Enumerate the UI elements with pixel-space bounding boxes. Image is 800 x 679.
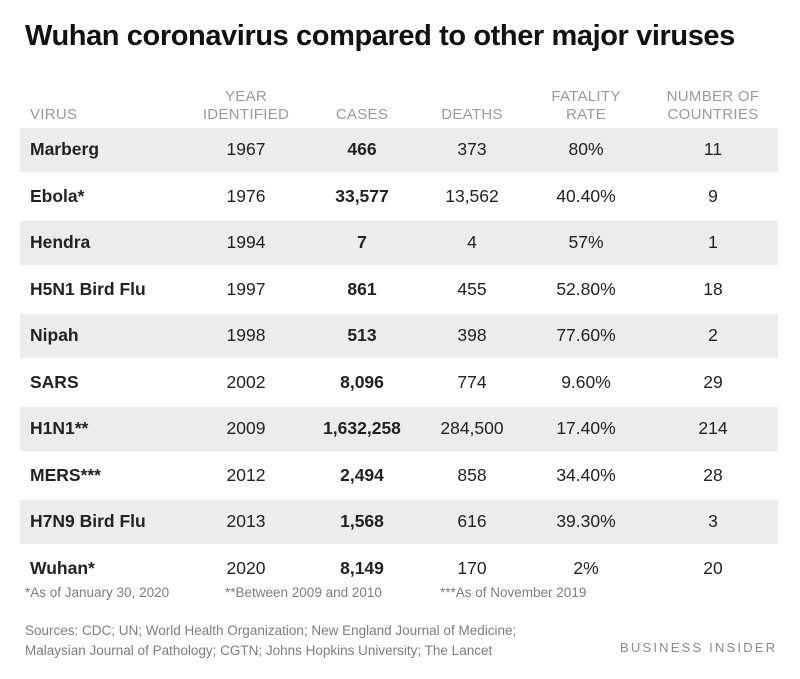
virus-comparison-table: VIRUS YEAR IDENTIFIED CASES DEATHS FATALI…: [20, 80, 778, 593]
cell-cases: 7: [304, 221, 420, 268]
cell-year-identified: 2002: [188, 361, 304, 407]
cell-number-of-countries: 3: [648, 500, 778, 547]
cell-deaths: 373: [420, 128, 524, 175]
cell-deaths: 13,562: [420, 175, 524, 221]
table-row: SARS 2002 8,096 774 9.60% 29: [20, 361, 778, 407]
table-row: Nipah 1998 513 398 77.60% 2: [20, 314, 778, 361]
cell-fatality-rate: 9.60%: [524, 361, 648, 407]
cell-cases: 1,568: [304, 500, 420, 547]
cell-cases: 861: [304, 268, 420, 314]
footnote-as-of-january: *As of January 30, 2020: [25, 585, 170, 600]
table-row: H5N1 Bird Flu 1997 861 455 52.80% 18: [20, 268, 778, 314]
cell-virus: H1N1**: [20, 407, 188, 454]
cell-number-of-countries: 20: [648, 547, 778, 593]
header-deaths: DEATHS: [441, 106, 503, 123]
cell-fatality-rate: 39.30%: [524, 500, 648, 547]
cell-year-identified: 1967: [188, 128, 304, 175]
header-number-of-countries: NUMBER OF COUNTRIES: [666, 88, 760, 123]
cell-year-identified: 1994: [188, 221, 304, 268]
cell-virus: SARS: [20, 361, 188, 407]
cell-year-identified: 2020: [188, 547, 304, 593]
cell-deaths: 774: [420, 361, 524, 407]
header-year-identified: YEAR IDENTIFIED: [202, 88, 290, 123]
table-row: H7N9 Bird Flu 2013 1,568 616 39.30% 3: [20, 500, 778, 547]
cell-number-of-countries: 29: [648, 361, 778, 407]
table-row: Ebola* 1976 33,577 13,562 40.40% 9: [20, 175, 778, 221]
cell-number-of-countries: 11: [648, 128, 778, 175]
cell-deaths: 398: [420, 314, 524, 361]
cell-fatality-rate: 40.40%: [524, 175, 648, 221]
cell-virus: Hendra: [20, 221, 188, 268]
cell-cases: 8,096: [304, 361, 420, 407]
footnote-between-2009-2010: **Between 2009 and 2010: [225, 585, 382, 600]
cell-fatality-rate: 2%: [524, 547, 648, 593]
cell-fatality-rate: 34.40%: [524, 454, 648, 500]
cell-year-identified: 2009: [188, 407, 304, 454]
footnotes: *As of January 30, 2020 **Between 2009 an…: [25, 585, 586, 600]
sources-line-1: Sources: CDC; UN; World Health Organizat…: [25, 623, 517, 638]
cell-deaths: 4: [420, 221, 524, 268]
footnote-as-of-november: ***As of November 2019: [440, 585, 587, 600]
cell-deaths: 858: [420, 454, 524, 500]
table-row: Hendra 1994 7 4 57% 1: [20, 221, 778, 268]
cell-cases: 466: [304, 128, 420, 175]
cell-year-identified: 1976: [188, 175, 304, 221]
cell-cases: 2,494: [304, 454, 420, 500]
cell-fatality-rate: 77.60%: [524, 314, 648, 361]
cell-year-identified: 2013: [188, 500, 304, 547]
cell-virus: MERS***: [20, 454, 188, 500]
cell-number-of-countries: 28: [648, 454, 778, 500]
header-cases: CASES: [335, 106, 389, 123]
cell-year-identified: 1997: [188, 268, 304, 314]
header-virus: VIRUS: [30, 106, 78, 123]
cell-virus: H5N1 Bird Flu: [20, 268, 188, 314]
cell-virus: Ebola*: [20, 175, 188, 221]
cell-cases: 33,577: [304, 175, 420, 221]
cell-number-of-countries: 9: [648, 175, 778, 221]
table-header-row: VIRUS YEAR IDENTIFIED CASES DEATHS FATALI…: [20, 80, 778, 128]
sources-note: Sources: CDC; UN; World Health Organizat…: [25, 621, 615, 661]
table-row: Marberg 1967 466 373 80% 11: [20, 128, 778, 175]
cell-year-identified: 2012: [188, 454, 304, 500]
cell-deaths: 616: [420, 500, 524, 547]
cell-virus: Marberg: [20, 128, 188, 175]
cell-cases: 1,632,258: [304, 407, 420, 454]
cell-number-of-countries: 1: [648, 221, 778, 268]
business-insider-logo: BUSINESS INSIDER: [620, 640, 778, 655]
cell-deaths: 284,500: [420, 407, 524, 454]
cell-virus: Nipah: [20, 314, 188, 361]
cell-year-identified: 1998: [188, 314, 304, 361]
cell-fatality-rate: 80%: [524, 128, 648, 175]
cell-deaths: 455: [420, 268, 524, 314]
table-row: Wuhan* 2020 8,149 170 2% 20: [20, 547, 778, 593]
cell-number-of-countries: 18: [648, 268, 778, 314]
chart-title: Wuhan coronavirus compared to other majo…: [25, 20, 735, 52]
cell-fatality-rate: 57%: [524, 221, 648, 268]
cell-virus: Wuhan*: [20, 547, 188, 593]
cell-deaths: 170: [420, 547, 524, 593]
table-row: H1N1** 2009 1,632,258 284,500 17.40% 214: [20, 407, 778, 454]
cell-number-of-countries: 2: [648, 314, 778, 361]
cell-cases: 513: [304, 314, 420, 361]
cell-cases: 8,149: [304, 547, 420, 593]
cell-virus: H7N9 Bird Flu: [20, 500, 188, 547]
sources-line-2: Malaysian Journal of Pathology; CGTN; Jo…: [25, 643, 493, 658]
cell-fatality-rate: 17.40%: [524, 407, 648, 454]
table-row: MERS*** 2012 2,494 858 34.40% 28: [20, 454, 778, 500]
cell-fatality-rate: 52.80%: [524, 268, 648, 314]
cell-number-of-countries: 214: [648, 407, 778, 454]
table-body: Marberg 1967 466 373 80% 11 Ebola* 1976 33,577 13…: [20, 128, 778, 593]
header-fatality-rate: FATALITY RATE: [551, 88, 621, 123]
